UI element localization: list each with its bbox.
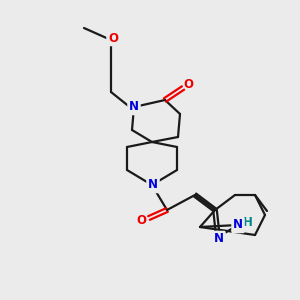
Text: N: N <box>214 232 224 245</box>
Text: O: O <box>136 214 146 226</box>
Text: N: N <box>129 100 139 113</box>
Text: H: H <box>243 217 253 230</box>
Text: N: N <box>148 178 158 191</box>
Text: N: N <box>233 218 243 232</box>
Text: O: O <box>108 32 118 44</box>
Text: O: O <box>183 79 193 92</box>
